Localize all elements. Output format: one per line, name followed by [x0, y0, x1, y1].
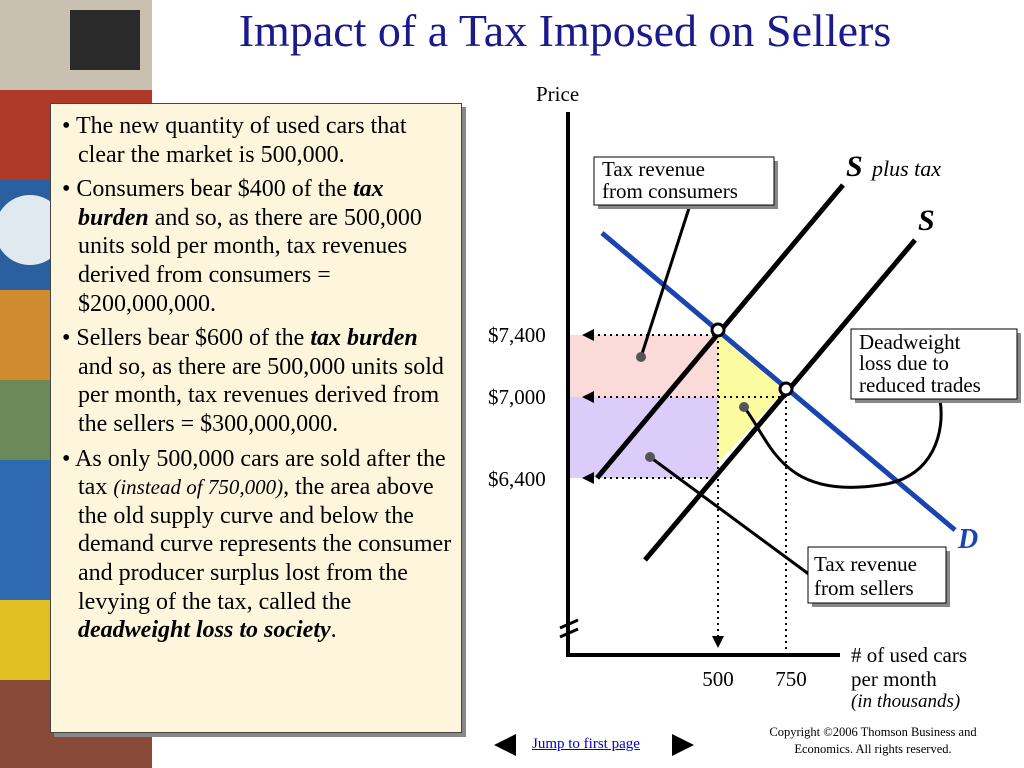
bullet: • The new quantity of used cars that cle… [59, 112, 453, 169]
quantity-label: 750 [775, 667, 807, 691]
callout-text: Deadweight [859, 330, 961, 354]
bullet-text: • The new quantity of used cars that cle… [62, 113, 407, 168]
price-label: $6,400 [488, 467, 546, 491]
bullet: • As only 500,000 cars are sold after th… [59, 445, 453, 645]
copyright-line: Copyright ©2006 Thomson Business and [769, 725, 977, 739]
prev-button[interactable] [494, 734, 516, 756]
callout-text: loss due to [859, 351, 949, 375]
bullet-text: tax burden [78, 176, 384, 231]
bullet-text: • Sellers bear $600 of the [62, 325, 311, 352]
callout-text: from sellers [814, 576, 914, 600]
copyright: Copyright ©2006 Thomson Business and Eco… [745, 724, 1001, 758]
quantity-label: 500 [702, 667, 734, 691]
bullet-text: (instead of 750,000) [113, 475, 284, 500]
bullet-text: . [330, 617, 337, 644]
curve-label: S [918, 204, 935, 237]
bullet-text: and so, as there are 500,000 units sold … [78, 353, 444, 437]
bullet-text: and so, as there are 500,000 units sold … [78, 204, 422, 317]
arrowheads [582, 329, 724, 648]
seller-tax-area [570, 397, 718, 478]
callout-texts: Tax revenue from consumers Deadweight lo… [602, 157, 981, 600]
bullet: • Consumers bear $400 of the tax burden … [59, 175, 453, 318]
guides [592, 334, 787, 655]
first-page-link[interactable]: Jump to first page [532, 736, 640, 752]
next-button[interactable] [672, 734, 694, 756]
deadweight-area [718, 330, 786, 463]
curve-label: D [957, 524, 978, 555]
equilibrium-point [710, 322, 726, 338]
bullet-text: tax burden [310, 325, 418, 352]
bullet-text: • As only 500,000 cars are sold after th… [62, 445, 446, 501]
bullet-text: deadweight loss to society [78, 617, 331, 644]
y-axis-label: Price [536, 82, 579, 106]
bullet-text: • Consumers bear $400 of the [62, 176, 354, 203]
bullet-text: , the area above the old supply curve an… [78, 474, 452, 615]
supply-curve [643, 238, 917, 562]
axes [566, 112, 840, 657]
price-label: $7,400 [488, 323, 546, 347]
x-axis-label: (in thousands) [851, 691, 960, 712]
areas [570, 330, 786, 478]
callout-text: from consumers [602, 179, 738, 203]
x-axis-label: # of used cars [851, 643, 967, 667]
bullet-box: • The new quantity of used cars that cle… [50, 103, 462, 733]
x-axis-label: per month [851, 667, 937, 691]
curve-label: plus tax [870, 156, 941, 181]
callout-boxes [593, 156, 1021, 607]
bullet: • Sellers bear $600 of the tax burden an… [59, 324, 453, 438]
equilibrium-point [778, 381, 794, 397]
slide-title: Impact of a Tax Imposed on Sellers [238, 5, 892, 56]
callout-text: reduced trades [859, 373, 981, 397]
callout-dots [636, 352, 749, 462]
copyright-line: Economics. All rights reserved. [794, 742, 952, 756]
curve-label: S [846, 150, 863, 183]
axis-break [559, 618, 579, 639]
callout-text: Tax revenue [814, 552, 917, 576]
callout-text: Tax revenue [602, 157, 705, 181]
price-label: $7,000 [488, 385, 546, 409]
callout-lines [639, 204, 943, 577]
